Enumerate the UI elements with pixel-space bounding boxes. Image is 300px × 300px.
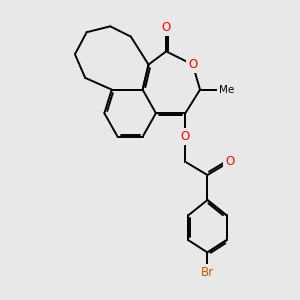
Text: Me: Me <box>219 85 234 94</box>
Text: Br: Br <box>201 266 214 279</box>
Text: O: O <box>225 155 234 168</box>
Text: O: O <box>188 58 197 71</box>
Text: O: O <box>162 21 171 34</box>
Text: O: O <box>181 130 190 143</box>
